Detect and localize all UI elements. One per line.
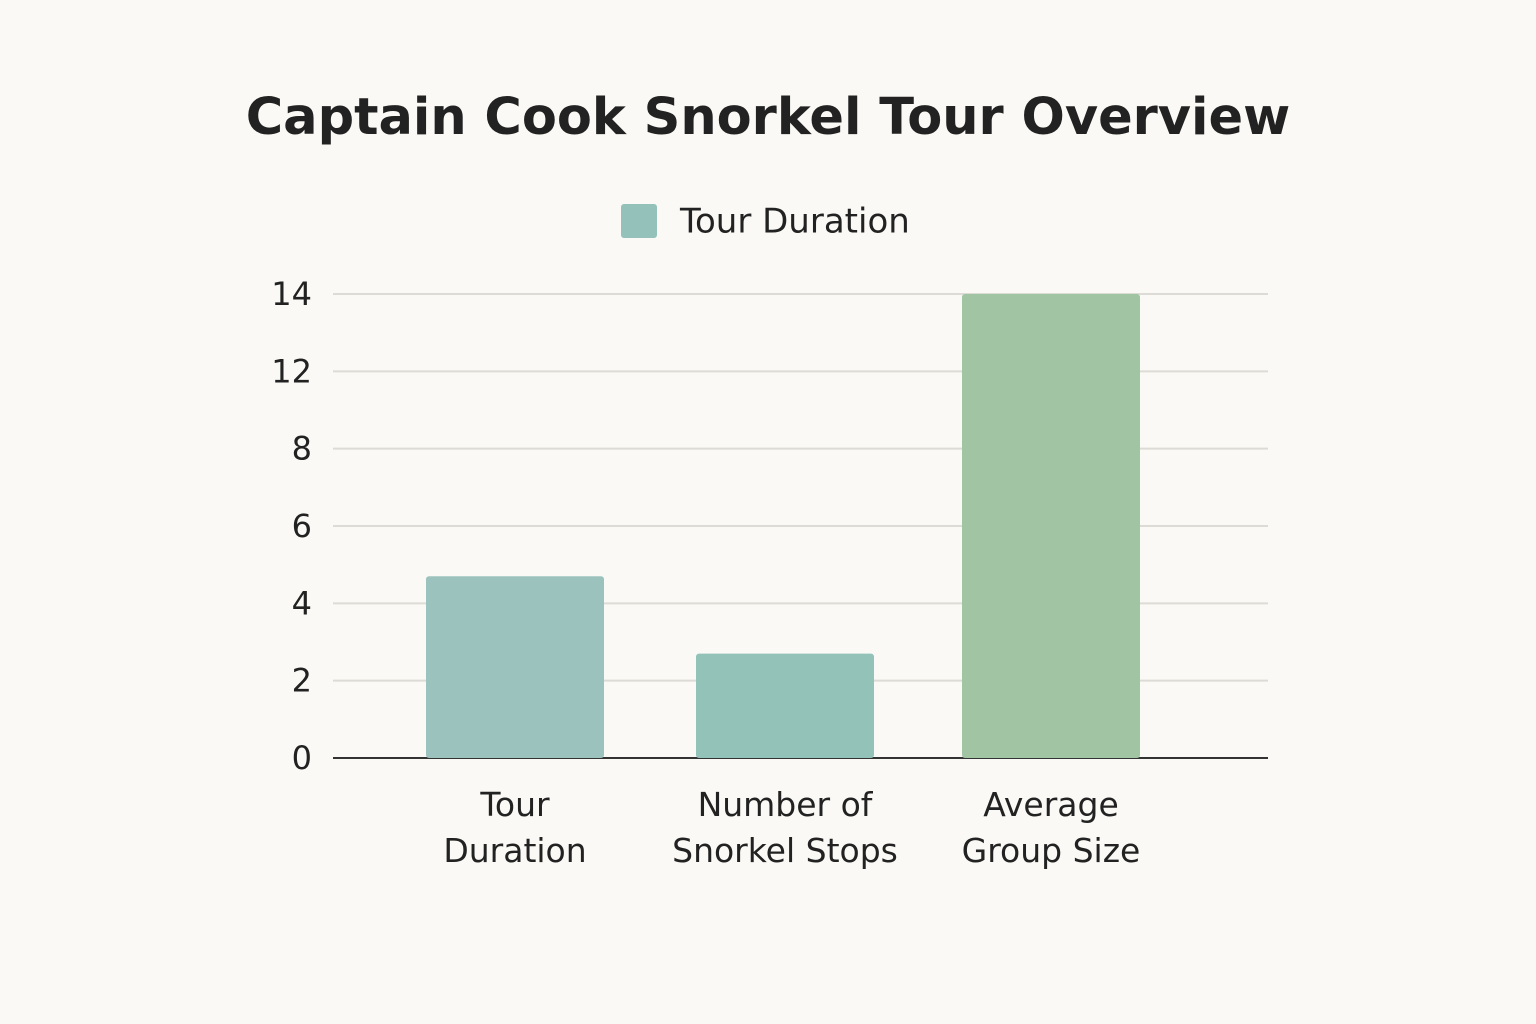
x-tick-label: Number of Snorkel Stops [672,785,898,870]
y-tick-label: 8 [292,430,312,468]
legend-label: Tour Duration [679,202,910,242]
y-tick-label: 4 [292,584,312,622]
chart-title: Captain Cook Snorkel Tour Overview [246,88,1291,147]
legend-swatch [621,204,657,238]
y-tick-label: 12 [271,352,312,390]
x-tick-label: Average Group Size [961,785,1141,870]
bar [426,576,604,758]
x-tick-label: Tour Duration [443,785,587,870]
bar [696,653,874,758]
y-tick-label: 14 [271,275,312,313]
y-tick-label: 2 [292,662,312,700]
bar [962,294,1140,758]
y-tick-label: 0 [292,739,312,777]
y-tick-label: 6 [292,507,312,545]
